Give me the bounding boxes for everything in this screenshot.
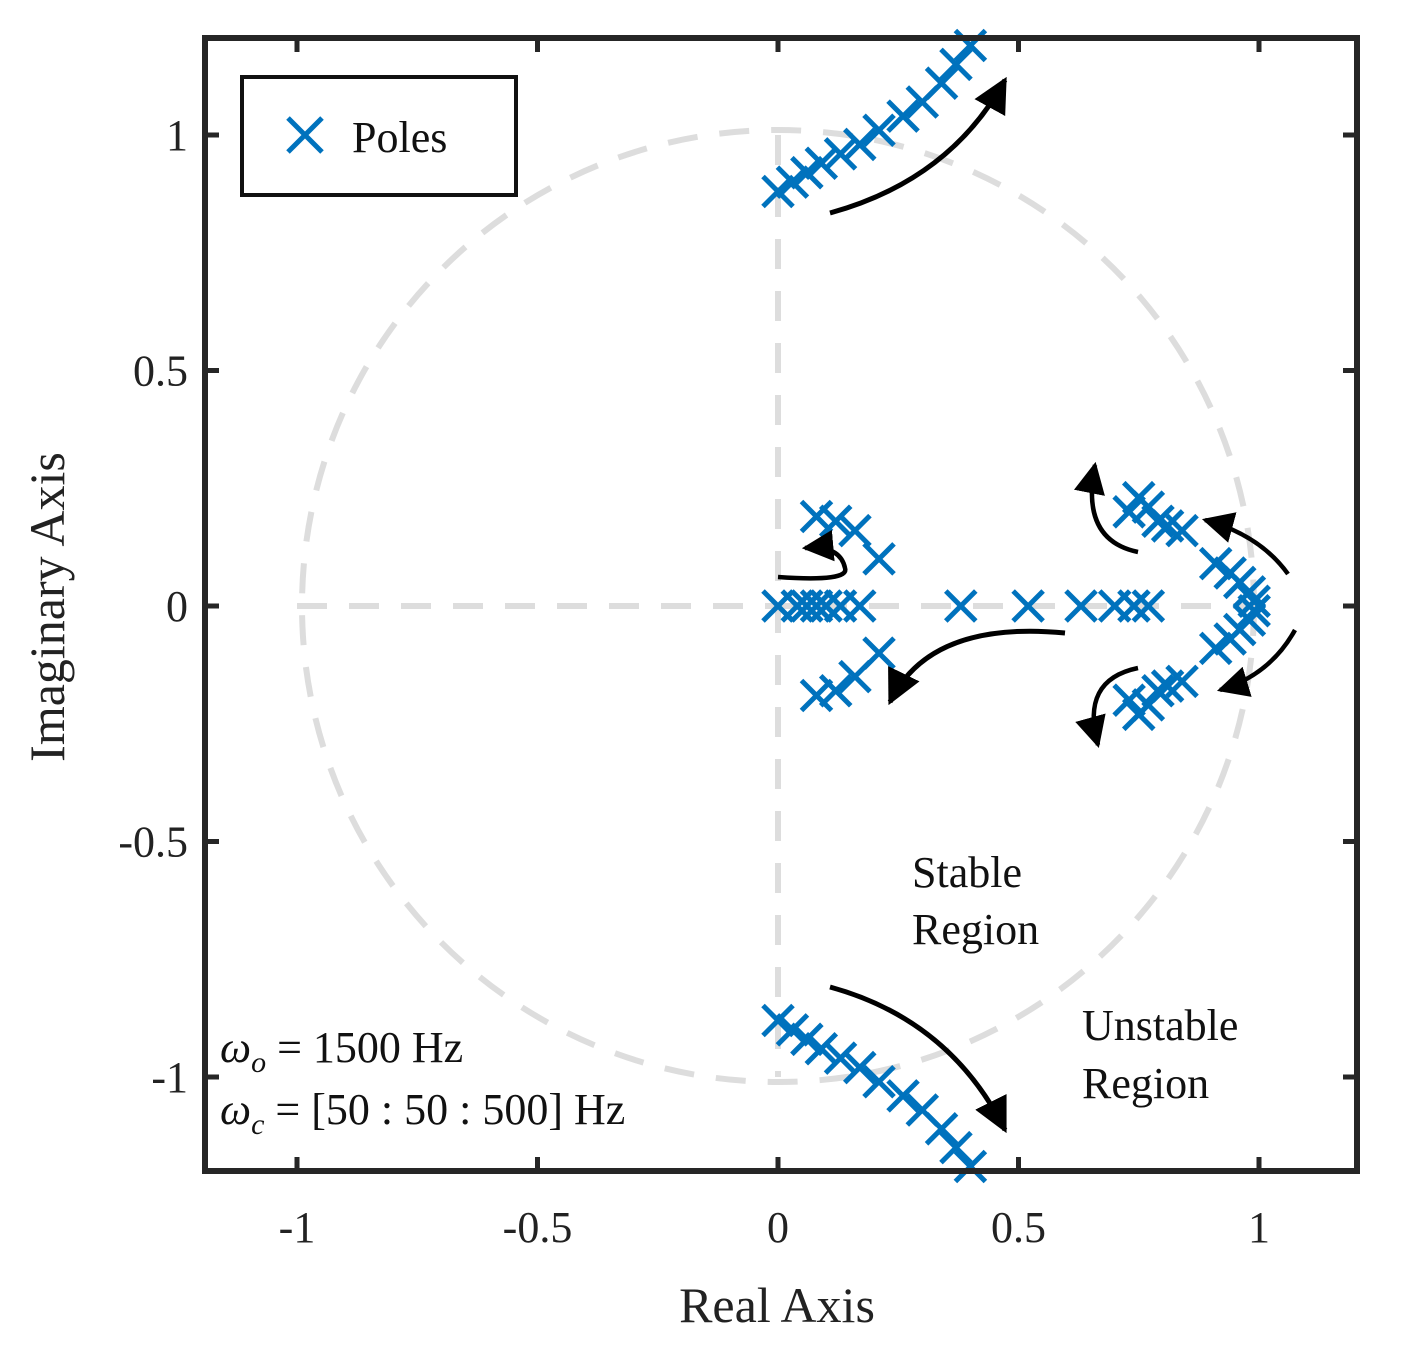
pole-marker	[790, 1022, 824, 1057]
x-axis-label: Real Axis	[679, 1277, 875, 1333]
pole-marker	[953, 1149, 988, 1184]
legend-label-poles: Poles	[352, 113, 447, 162]
legend-box	[240, 75, 518, 197]
pole-marker	[809, 589, 843, 623]
y-tick-label: -0.5	[118, 818, 188, 867]
arrow-right-lower	[1216, 628, 1297, 697]
omega-c-value: [50 : 50 : 500]	[311, 1085, 563, 1134]
omega-o-subscript: o	[251, 1046, 266, 1079]
pole-marker	[818, 674, 853, 708]
pole-marker	[843, 127, 877, 162]
pole-marker	[862, 542, 896, 576]
pole-marker	[886, 1079, 920, 1113]
axis-ticks: -1 -0.5 0 0.5 1 -1 -0.5 0 0.5 1	[118, 38, 1357, 1252]
pole-marker	[944, 589, 978, 623]
pole-markers	[761, 28, 1271, 1184]
y-tick-label: -1	[151, 1053, 188, 1102]
pole-marker	[1141, 674, 1175, 708]
y-tick-label: 0.5	[133, 347, 188, 396]
pole-marker	[1237, 593, 1271, 628]
unstable-region-label-line1: Unstable	[1082, 1001, 1238, 1050]
pole-marker	[1198, 631, 1233, 666]
pole-marker	[1165, 513, 1199, 548]
pole-marker	[1112, 495, 1146, 529]
pole-marker	[939, 1130, 973, 1165]
pole-marker	[823, 1041, 858, 1075]
arrow-lower-cluster-loop	[1075, 665, 1139, 749]
arrow-right-upper	[1201, 512, 1290, 576]
legend-marker-x-icon	[286, 116, 324, 154]
pole-marker	[804, 1031, 839, 1066]
arrow-upper-cluster-loop	[1074, 461, 1139, 555]
pole-marker	[823, 137, 858, 171]
pole-marker	[1165, 664, 1199, 699]
pole-marker	[775, 1013, 810, 1047]
pole-marker	[862, 113, 896, 148]
pole-marker	[843, 1050, 877, 1085]
unstable-region-label-line2: Region	[1082, 1059, 1209, 1108]
omega-c-annotation: ωc = [50 : 50 : 500] Hz	[220, 1085, 625, 1141]
arrow-near-origin-loop	[777, 529, 848, 581]
omega-c-unit: Hz	[574, 1085, 625, 1134]
legend: Poles	[240, 75, 518, 197]
x-tick-label: 0.5	[991, 1203, 1046, 1252]
omega-c-symbol: ω	[220, 1085, 251, 1134]
pole-marker	[924, 66, 959, 100]
pole-marker	[924, 1112, 959, 1146]
y-axis-label: Imaginary Axis	[19, 452, 75, 762]
omega-o-annotation: ωo = 1500 Hz	[220, 1023, 463, 1079]
y-tick-label: 1	[166, 111, 188, 160]
x-tick-label: 0	[767, 1203, 789, 1252]
omega-o-value: 1500	[313, 1023, 401, 1072]
pole-marker	[761, 174, 795, 209]
pole-marker	[799, 499, 834, 534]
x-tick-label: -1	[279, 1203, 316, 1252]
pole-marker	[939, 47, 973, 82]
pole-marker	[804, 146, 839, 181]
x-tick-label: 1	[1248, 1203, 1270, 1252]
stable-region-label-line1: Stable	[912, 848, 1022, 897]
trajectory-arrows	[777, 76, 1297, 1134]
omega-c-subscript: c	[251, 1108, 264, 1141]
omega-o-symbol: ω	[220, 1023, 251, 1072]
pole-marker	[1198, 546, 1233, 581]
pole-marker	[843, 589, 877, 623]
pole-marker	[862, 1064, 896, 1099]
region-annotations: Stable Region Unstable Region	[912, 848, 1238, 1108]
pole-marker	[1232, 603, 1267, 637]
pole-marker	[1232, 575, 1267, 609]
pole-marker	[886, 99, 920, 133]
x-tick-label: -0.5	[503, 1203, 573, 1252]
pole-marker	[1011, 589, 1045, 623]
parameter-annotations: ωo = 1500 Hz ωc = [50 : 50 : 500] Hz	[220, 1023, 625, 1141]
arrow-upper-branch	[829, 76, 1008, 216]
omega-o-unit: Hz	[412, 1023, 463, 1072]
pole-marker	[838, 513, 872, 548]
pole-marker	[790, 155, 824, 190]
pole-marker	[1237, 584, 1271, 619]
pole-marker	[799, 589, 834, 623]
pole-marker	[1131, 589, 1166, 623]
pole-marker	[862, 636, 896, 670]
pole-marker	[775, 165, 810, 199]
stable-region-label-line2: Region	[912, 905, 1039, 954]
arrow-real-axis-branch	[887, 628, 1066, 706]
pole-marker	[1112, 683, 1146, 717]
pole-marker	[1117, 589, 1151, 623]
pole-marker	[761, 1003, 795, 1038]
pole-marker	[799, 678, 834, 713]
y-tick-label: 0	[166, 582, 188, 631]
pole-marker	[1141, 504, 1175, 538]
pole-marker	[1064, 589, 1098, 623]
arrow-lower-branch	[829, 984, 1008, 1134]
